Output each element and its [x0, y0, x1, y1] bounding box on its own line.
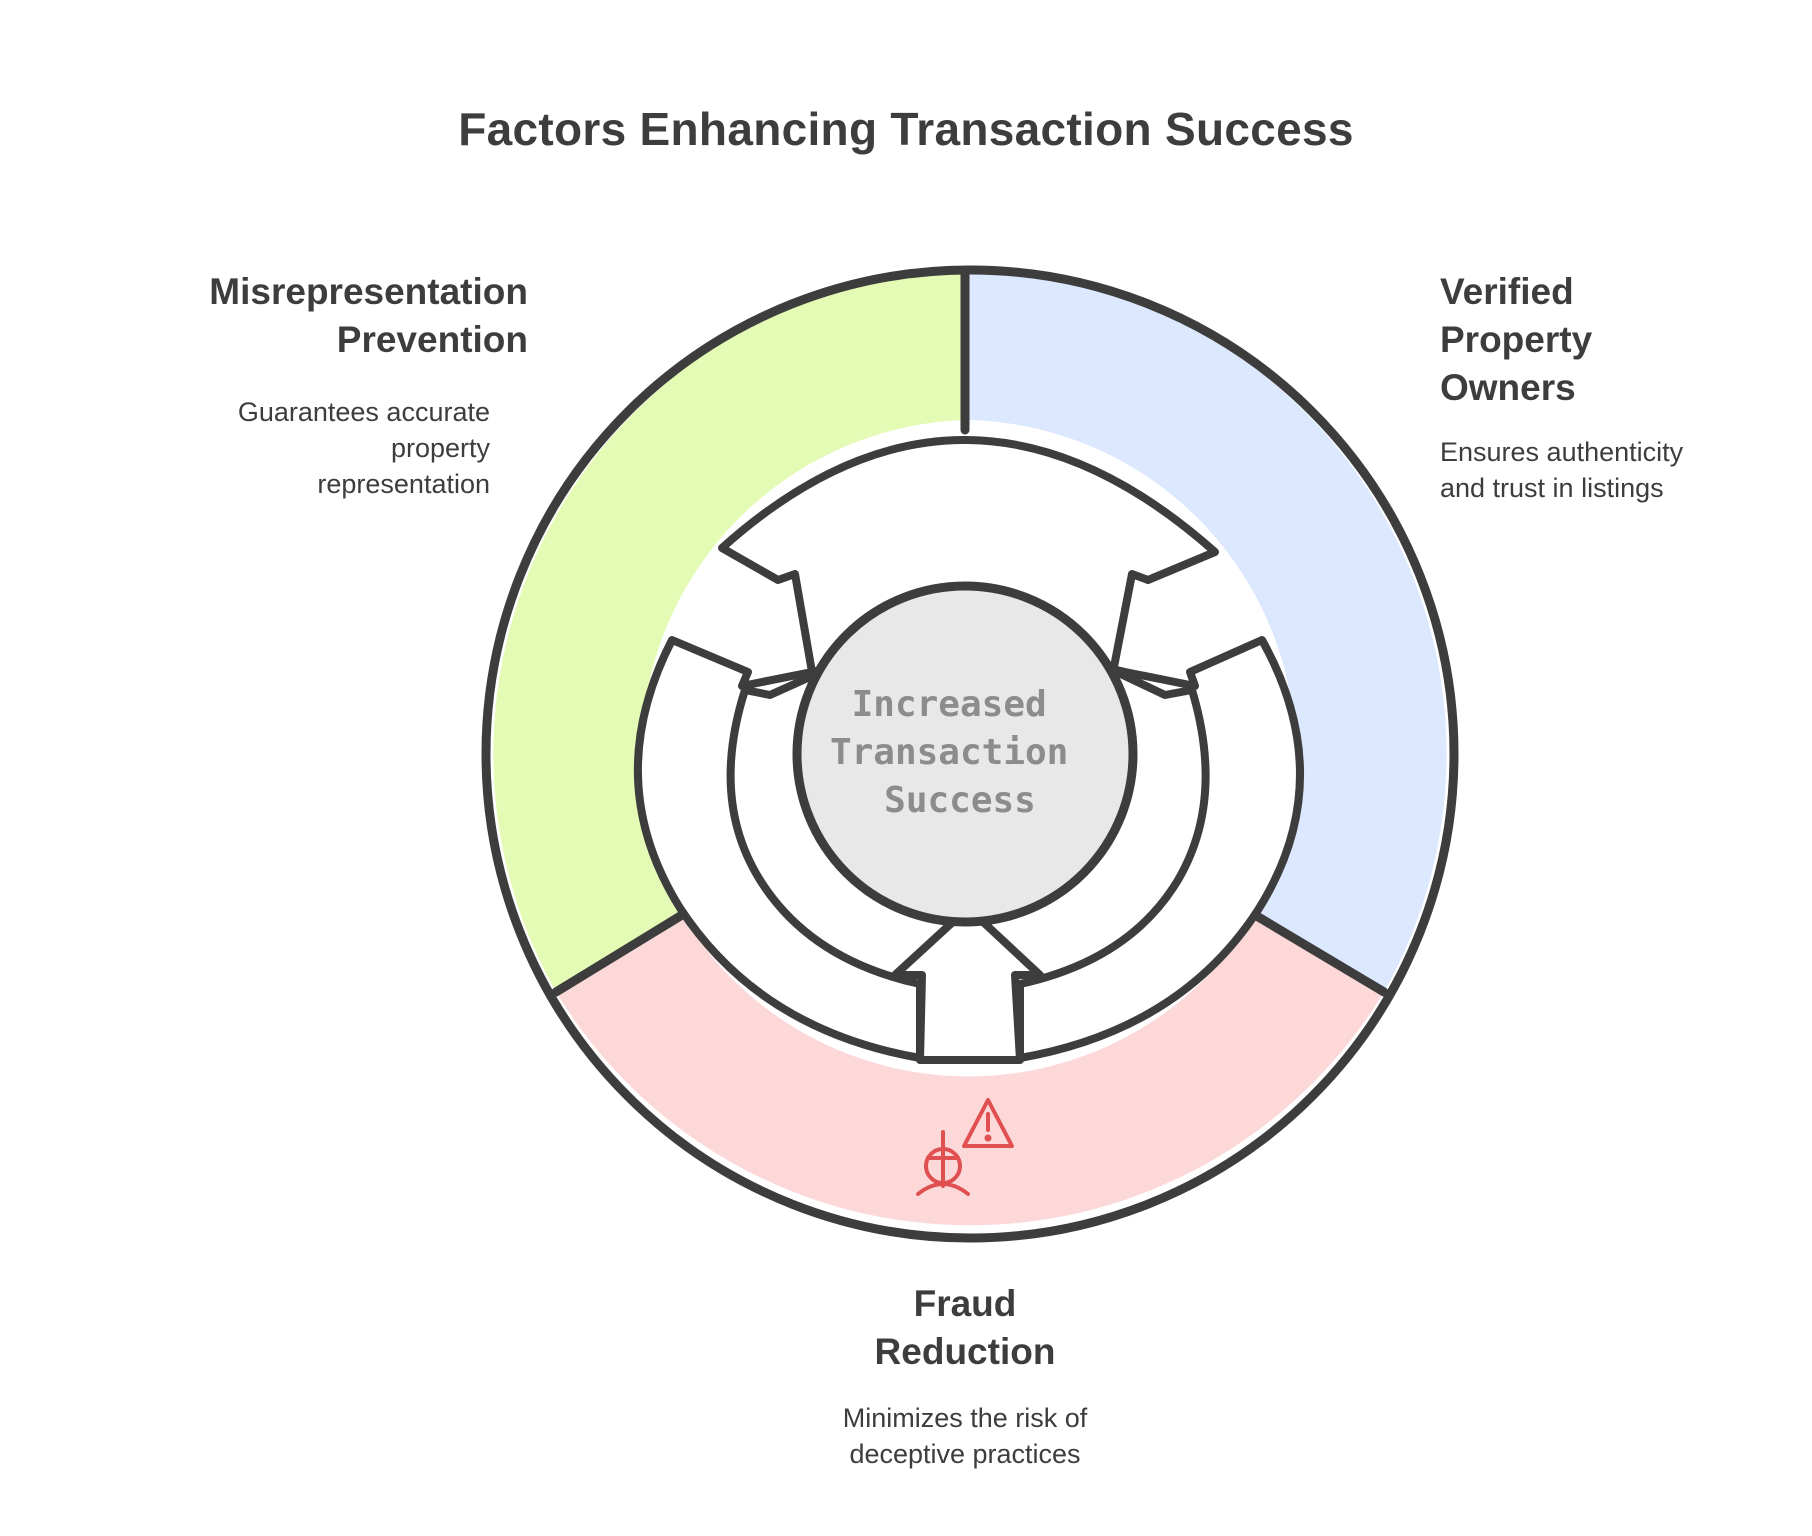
center-line-2: Transaction — [830, 732, 1068, 773]
misrepresentation-desc-line-1: Guarantees accurate — [237, 397, 490, 427]
outer-ring — [481, 265, 1459, 1243]
verified-desc-line-1: Ensures authenticity — [1440, 437, 1684, 467]
verified-description: Ensures authenticity and trust in listin… — [1440, 434, 1780, 506]
misrepresentation-title: Misrepresentation Prevention — [150, 268, 528, 364]
fraud-description: Minimizes the risk of deceptive practice… — [770, 1400, 1160, 1472]
verified-desc-line-2: and trust in listings — [1440, 473, 1664, 503]
center-line-1: Increased — [852, 684, 1047, 725]
verified-title-line-2: Property — [1440, 319, 1593, 360]
fraud-title-line-1: Fraud — [913, 1283, 1017, 1324]
center-circle — [792, 581, 1138, 927]
verified-title-line-1: Verified — [1440, 271, 1574, 312]
fraud-alert-icon — [916, 1098, 1014, 1196]
misrepresentation-desc-line-3: representation — [317, 469, 490, 499]
arrow-bottom — [891, 904, 1044, 1064]
misrepresentation-title-line-1: Misrepresentation — [209, 271, 528, 312]
divider-right — [1250, 910, 1389, 997]
segment-fraud-fill — [556, 915, 1384, 1226]
fraud-title-line-2: Reduction — [874, 1331, 1056, 1372]
verified-title: Verified Property Owners — [1440, 268, 1740, 412]
misrepresentation-description: Guarantees accurate property representat… — [150, 394, 490, 502]
segment-misrepresentation-fill — [493, 270, 965, 992]
center-label: Increased Transaction Success — [830, 684, 1090, 821]
diagram-title: Factors Enhancing Transaction Success — [458, 103, 1354, 155]
divider-left — [551, 910, 687, 997]
misrepresentation-title-line-2: Prevention — [336, 319, 528, 360]
center-line-3: Success — [884, 780, 1036, 821]
misrepresentation-desc-line-2: property — [390, 433, 490, 463]
segment-verified-fill — [965, 270, 1447, 992]
fraud-desc-line-1: Minimizes the risk of — [842, 1403, 1088, 1433]
verified-title-line-3: Owners — [1440, 367, 1576, 408]
fraud-desc-line-2: deceptive practices — [849, 1439, 1081, 1469]
fraud-title: Fraud Reduction — [770, 1280, 1160, 1376]
